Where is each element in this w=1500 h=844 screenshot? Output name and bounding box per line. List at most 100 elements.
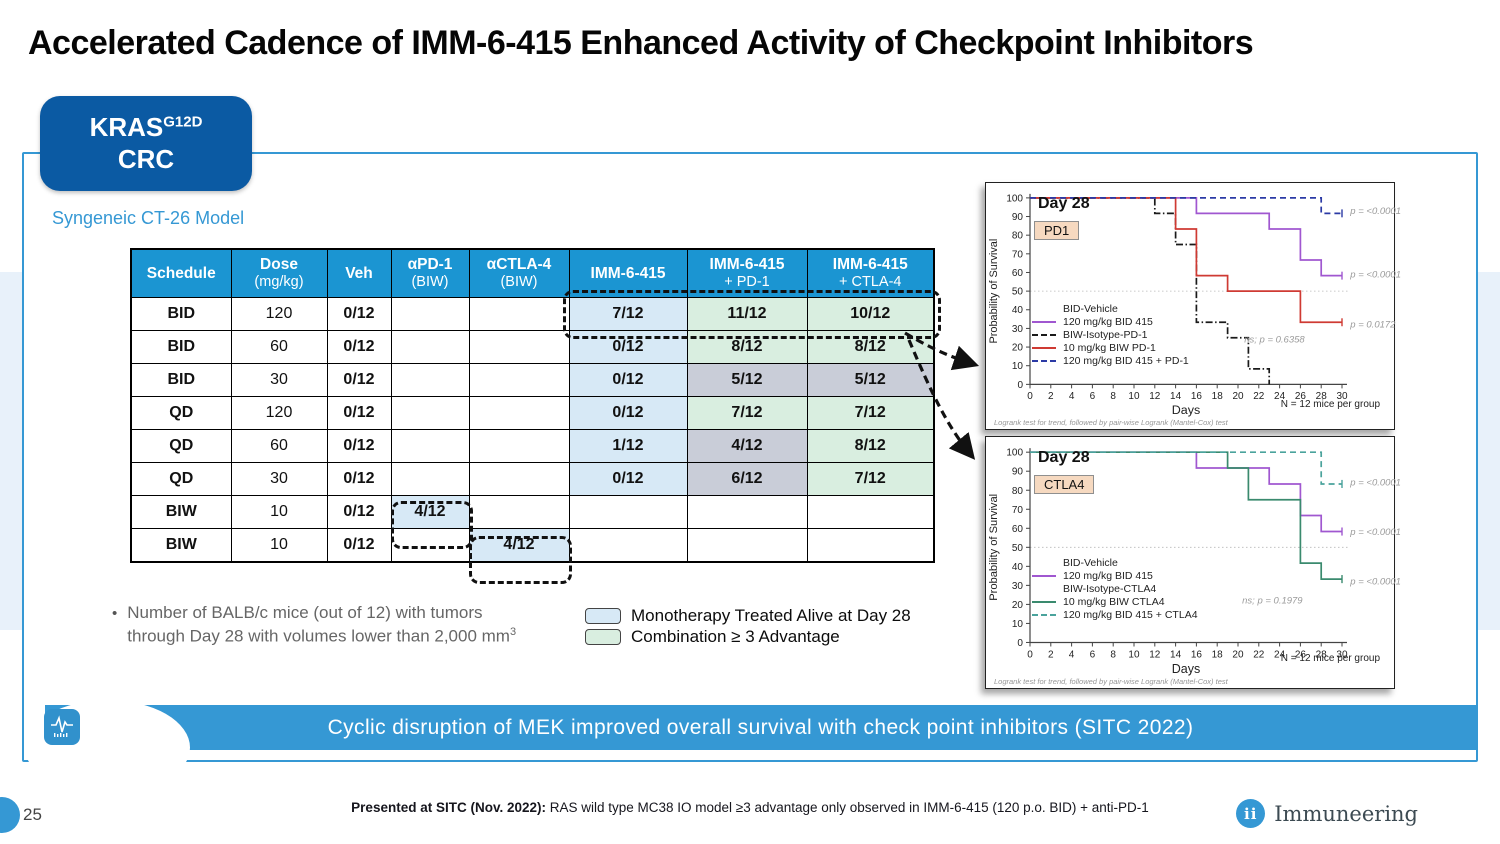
table-cell: 10: [230, 528, 328, 563]
table-cell: [390, 429, 470, 463]
chart-legend-item: 120 mg/kg BID 415: [1032, 315, 1189, 328]
svg-text:28: 28: [1316, 391, 1328, 402]
svg-text:30: 30: [1012, 581, 1024, 592]
table-cell: 30: [230, 363, 328, 397]
table-cell: BIW: [130, 528, 232, 563]
column-header: IMM-6-415 + PD-1: [686, 248, 808, 298]
legend-label: Monotherapy Treated Alive at Day 28: [631, 605, 911, 625]
table-cell: 1/12: [568, 429, 688, 463]
svg-text:90: 90: [1012, 467, 1024, 478]
svg-text:20: 20: [1012, 600, 1024, 611]
table-cell: [568, 495, 688, 529]
svg-text:26: 26: [1295, 391, 1307, 402]
svg-text:16: 16: [1191, 391, 1203, 402]
table-cell: 0/12: [326, 528, 392, 563]
svg-text:80: 80: [1012, 231, 1024, 242]
pd1-n-label: N = 12 mice per group: [1280, 399, 1380, 410]
legend-swatch: [585, 628, 621, 645]
table-cell: [390, 462, 470, 496]
svg-text:0: 0: [1017, 638, 1023, 649]
svg-text:30: 30: [1336, 391, 1348, 402]
table-cell: [468, 297, 570, 331]
svg-text:70: 70: [1012, 249, 1024, 260]
ctla4-n-label: N = 12 mice per group: [1280, 653, 1380, 664]
table-row: BID 30 0/12 0/12 5/12 5/12: [130, 363, 935, 397]
table-cell: 10: [230, 495, 328, 529]
svg-text:60: 60: [1012, 268, 1024, 279]
table-cell: 60: [230, 429, 328, 463]
chart-legend-item: 10 mg/kg BIW PD-1: [1032, 342, 1189, 355]
table-cell: 0/12: [568, 330, 688, 364]
svg-text:20: 20: [1012, 343, 1024, 354]
table-cell: [390, 330, 470, 364]
svg-text:4: 4: [1069, 391, 1075, 402]
table-cell: [468, 363, 570, 397]
table-cell: 0/12: [568, 396, 688, 430]
svg-text:30: 30: [1012, 324, 1024, 335]
svg-text:6: 6: [1090, 391, 1096, 402]
table-cell: 6/12: [686, 462, 808, 496]
svg-text:20: 20: [1232, 650, 1244, 661]
table-cell: BIW: [130, 495, 232, 529]
svg-text:26: 26: [1295, 650, 1307, 661]
svg-text:20: 20: [1232, 391, 1244, 402]
svg-text:10: 10: [1012, 619, 1024, 630]
column-header: αCTLA-4 (BIW): [468, 248, 570, 298]
svg-text:22: 22: [1253, 391, 1265, 402]
svg-text:60: 60: [1012, 524, 1024, 535]
svg-text:24: 24: [1274, 650, 1286, 661]
table-cell: [468, 396, 570, 430]
pd1-chart-canvas: 0 10 20 30 40 50 60 70 80 90 100 0 2 4 6 8 10 12 14 16 18 20 2…: [986, 183, 1401, 429]
pd1-footnote: Logrank test for trend, followed by pair…: [994, 418, 1228, 427]
kras-gene-label: KRASG12D: [89, 112, 203, 143]
column-header: Dose (mg/kg): [230, 248, 328, 298]
chart-legend-item: BID-Vehicle: [1063, 556, 1118, 569]
table-row: QD 120 0/12 0/12 7/12 7/12: [130, 396, 935, 430]
table-cell: 120: [230, 297, 328, 331]
table-cell: [468, 429, 570, 463]
table-cell: [806, 528, 935, 563]
svg-text:18: 18: [1212, 391, 1224, 402]
svg-text:ns; p = 0.6358: ns; p = 0.6358: [1244, 335, 1305, 346]
ctla4-chart-canvas: 0 10 20 30 40 50 60 70 80 90 100 0 2 4 6 8 10 12 14 16 18 20 2…: [986, 437, 1401, 688]
table-cell: [686, 495, 808, 529]
table-cell: 11/12: [686, 297, 808, 331]
table-cell: BID: [130, 330, 232, 364]
table-cell: [806, 495, 935, 529]
svg-text:70: 70: [1012, 505, 1024, 516]
table-cell: [686, 528, 808, 563]
svg-text:50: 50: [1012, 287, 1024, 298]
legend-item: Combination ≥ 3 Advantage: [585, 626, 911, 647]
svg-text:8: 8: [1110, 391, 1116, 402]
ctla4-chart-legend: BID-Vehicle 120 mg/kg BID 415 BIW-Isotype-…: [1032, 556, 1198, 622]
table-cell: 0/12: [326, 396, 392, 430]
svg-text:10: 10: [1128, 650, 1140, 661]
table-cell: 7/12: [686, 396, 808, 430]
table-cell: 7/12: [806, 396, 935, 430]
svg-text:16: 16: [1191, 650, 1203, 661]
table-cell: 7/12: [806, 462, 935, 496]
svg-text:14: 14: [1170, 391, 1182, 402]
column-header: Schedule: [130, 248, 232, 298]
table-cell: [468, 330, 570, 364]
legend-label: Combination ≥ 3 Advantage: [631, 626, 840, 646]
immuneering-logo-text: Immuneering: [1274, 801, 1418, 826]
table-cell: 0/12: [568, 462, 688, 496]
chart-legend-item: 120 mg/kg BID 415 + CTLA4: [1032, 609, 1198, 622]
pd1-label-badge: PD1: [1034, 221, 1080, 240]
footer-note: Presented at SITC (Nov. 2022): RAS wild …: [351, 800, 1149, 815]
table-row: BID 60 0/12 0/12 8/12 8/12: [130, 330, 935, 364]
table-cell: 0/12: [326, 495, 392, 529]
table-cell: QD: [130, 429, 232, 463]
kras-indication-label: CRC: [117, 143, 175, 174]
dashed-arrows: [904, 331, 980, 460]
svg-text:80: 80: [1012, 486, 1024, 497]
table-cell: BID: [130, 363, 232, 397]
table-row: BIW 10 0/12 4/12: [130, 528, 935, 563]
svg-text:100: 100: [1006, 448, 1023, 459]
svg-text:28: 28: [1316, 650, 1328, 661]
column-header: Veh: [326, 248, 392, 298]
svg-text:Probability of Survival: Probability of Survival: [988, 239, 1000, 344]
table-row: QD 60 0/12 1/12 4/12 8/12: [130, 429, 935, 463]
